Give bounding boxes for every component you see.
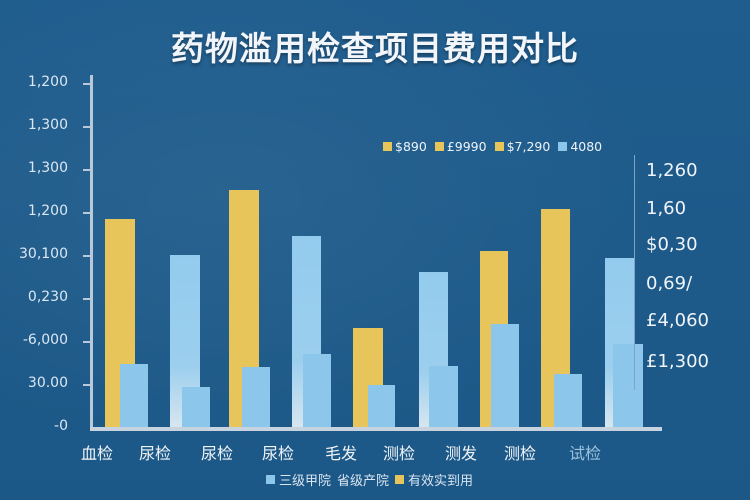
legend-label: 三级甲院 [279,474,332,489]
y-tick [83,384,91,386]
y-label: 1,300 [27,160,68,176]
bar-blue-6 [491,324,519,427]
right-y-label: £1,300 [646,351,709,372]
x-label: 尿检 [200,444,233,463]
legend-item: £9990 [434,139,487,154]
y-label: 1,200 [27,203,68,219]
bar-blue-8 [613,344,643,427]
x-label: 血检 [80,444,113,463]
right-y-label: £4,060 [646,310,709,331]
y-axis-line [90,75,93,430]
y-label: 1,200 [27,74,68,90]
legend-item: $890 [383,139,427,154]
y-label: 30.00 [27,375,68,391]
x-label: 测发 [444,444,477,463]
legend-label: 有效实到用 [408,474,474,489]
right-y-label: 0,69/ [646,273,693,294]
bar-blue-2 [242,367,270,427]
y-tick [83,255,91,257]
bar-blue-1 [182,387,210,427]
legend-swatch-icon [434,142,444,151]
bar-blue-0 [120,364,148,427]
x-label: 试检 [568,444,601,463]
legend-swatch-icon [383,142,392,151]
y-label: 30,100 [19,246,68,262]
x-label: 尿检 [138,444,171,463]
y-label: 0,230 [27,289,68,305]
y-tick [83,83,91,85]
legend-item: $7,290 [494,139,551,154]
y-tick [83,341,91,343]
y-tick [83,126,91,128]
chart-title: 药物滥用检查项目费用对比 [171,29,579,68]
legend-label: $7,290 [506,139,551,154]
bar-blue-4 [368,385,395,427]
x-axis-line [90,427,662,431]
legend-label: $890 [395,139,427,154]
bar-blue-7 [554,374,582,427]
legend-swatch-icon [558,142,568,151]
legend-label: £9990 [446,139,487,154]
legend-item: 三级甲院 [266,470,331,489]
y-tick [83,298,91,300]
legend-item: 省级产院 [337,470,389,489]
legend-top: $890 £9990 $7,290 4080 [383,139,602,154]
legend-item: 有效实到用 [395,470,473,489]
x-label: 测检 [382,444,415,463]
legend-label: 4080 [570,139,603,154]
bar-blue-5 [429,366,458,427]
y-label: -6,000 [22,332,68,348]
y-tick [83,169,91,171]
x-label: 测检 [503,444,536,463]
legend-bottom: 三级甲院 省级产院 有效实到用 [266,470,473,489]
legend-item: 4080 [558,139,602,154]
right-y-label: $0,30 [646,234,698,255]
right-y-label: 1,60 [646,198,687,219]
legend-swatch-icon [494,142,504,151]
x-label: 毛发 [324,444,357,463]
right-y-label: 1,260 [646,160,698,181]
right-axis-line [634,155,635,390]
legend-swatch-icon [266,475,275,484]
y-tick [83,212,91,214]
y-label: 1,300 [27,117,68,133]
legend-label: 省级产院 [337,474,390,489]
y-label: -0 [54,418,68,434]
bar-blue-3 [303,354,331,427]
legend-swatch-icon [395,475,405,484]
x-label: 尿检 [261,444,294,463]
